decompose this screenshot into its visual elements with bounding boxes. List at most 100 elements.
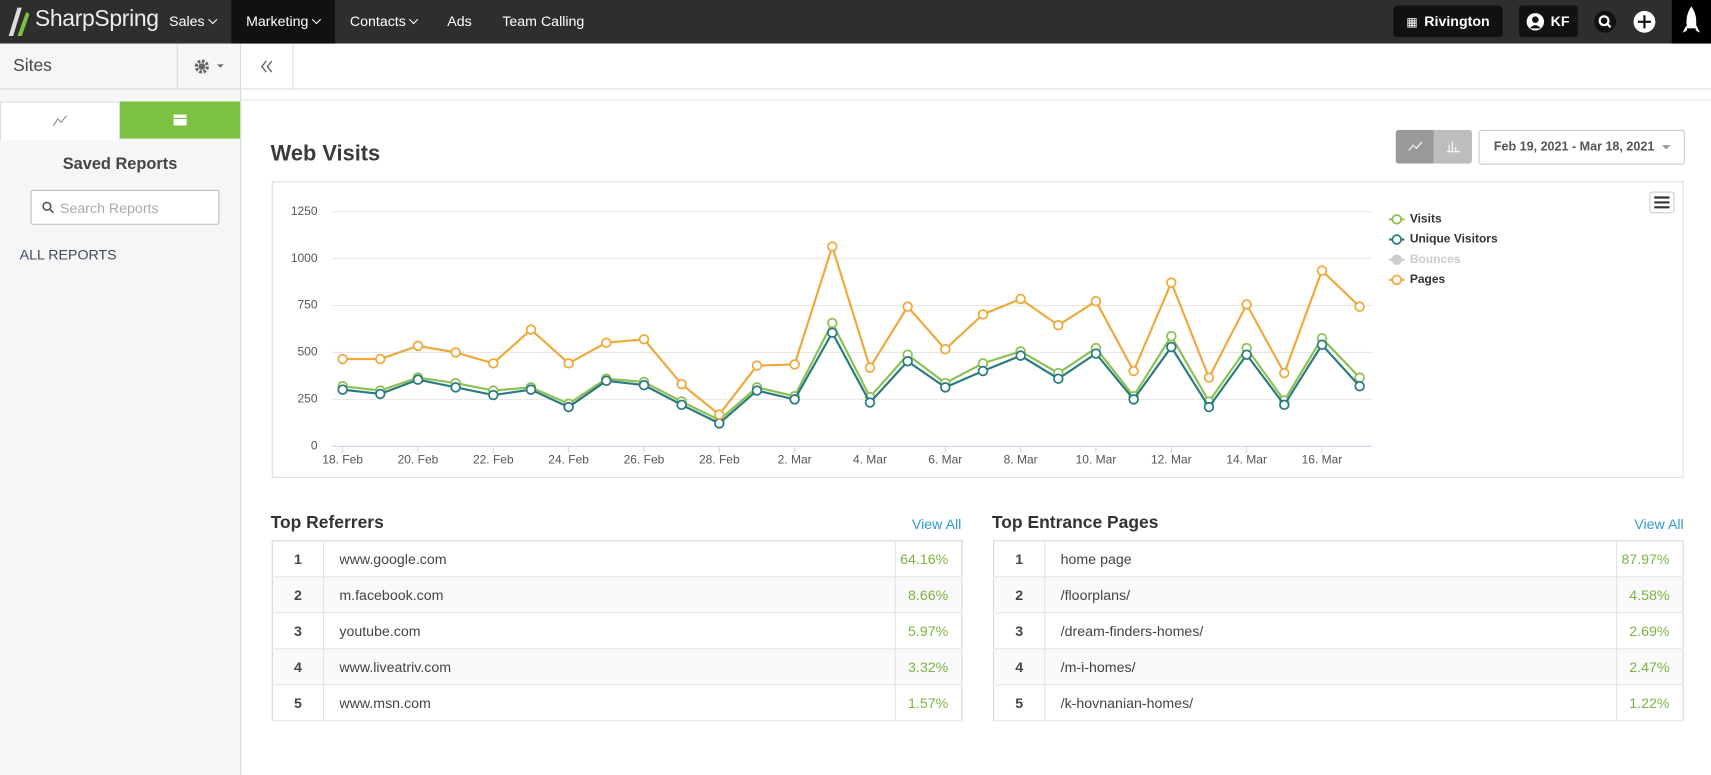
y-tick-label: 500 bbox=[298, 345, 318, 359]
point bbox=[563, 401, 574, 413]
point bbox=[1279, 399, 1290, 411]
point bbox=[1166, 330, 1177, 342]
legend-marker bbox=[1391, 254, 1402, 265]
chart-menu[interactable] bbox=[1649, 191, 1675, 214]
table-row: 5 www.msn.com 1.57% bbox=[272, 684, 962, 722]
cell-name: /floorplans/ bbox=[1044, 576, 1618, 614]
launch-button[interactable] bbox=[1671, 0, 1711, 44]
y-tick-label: 250 bbox=[298, 392, 318, 406]
cell-pct: 1.22% bbox=[1616, 684, 1684, 722]
x-tick-label: 12. Mar bbox=[1151, 453, 1192, 467]
point bbox=[1090, 295, 1102, 307]
point bbox=[751, 385, 763, 396]
nav-item[interactable]: Ads bbox=[432, 0, 487, 44]
search-icon[interactable] bbox=[1593, 10, 1617, 34]
cell-rank: 1 bbox=[993, 540, 1046, 578]
point bbox=[1203, 401, 1215, 413]
x-tick-label: 22. Feb bbox=[473, 453, 514, 467]
x-tick-label: 28. Feb bbox=[699, 453, 740, 467]
legend-marker bbox=[1391, 214, 1402, 225]
date-range-picker[interactable]: Feb 19, 2021 - Mar 18, 2021 bbox=[1478, 129, 1685, 165]
point bbox=[751, 360, 763, 371]
settings-menu[interactable] bbox=[176, 43, 241, 89]
point bbox=[1053, 373, 1064, 384]
account-button[interactable]: ▦ Rivington bbox=[1393, 5, 1503, 38]
rocket-icon bbox=[1682, 6, 1701, 33]
nav-item[interactable]: Contacts bbox=[335, 0, 432, 44]
cell-pct: 87.97% bbox=[1616, 540, 1684, 578]
user-button[interactable]: KF bbox=[1518, 5, 1578, 38]
point bbox=[1241, 349, 1252, 360]
chart-tab-icon bbox=[53, 115, 67, 126]
cell-name: www.google.com bbox=[323, 540, 896, 578]
x-tick-label: 18. Feb bbox=[322, 453, 363, 467]
point bbox=[864, 397, 876, 408]
nav-label: Sales bbox=[169, 13, 205, 30]
x-tick-label: 26. Feb bbox=[624, 453, 665, 467]
x-tick-label: 2. Mar bbox=[778, 453, 812, 467]
point bbox=[1166, 277, 1177, 288]
point bbox=[601, 337, 612, 348]
line-view-button[interactable] bbox=[1395, 129, 1434, 164]
point bbox=[1128, 365, 1139, 377]
y-tick-label: 1000 bbox=[291, 251, 318, 265]
point bbox=[864, 362, 876, 373]
charts-tab[interactable] bbox=[0, 101, 121, 140]
point bbox=[676, 378, 687, 390]
point bbox=[902, 356, 913, 367]
cell-name: m.facebook.com bbox=[323, 576, 896, 614]
table-row: 2 m.facebook.com 8.66% bbox=[272, 576, 962, 614]
point bbox=[1354, 372, 1365, 383]
cell-rank: 5 bbox=[993, 684, 1046, 722]
bar-view-button[interactable] bbox=[1433, 129, 1473, 164]
nav-item[interactable]: Marketing bbox=[230, 0, 335, 44]
cell-pct: 1.57% bbox=[895, 684, 962, 722]
add-icon[interactable] bbox=[1632, 10, 1656, 34]
x-tick-label: 6. Mar bbox=[928, 453, 962, 467]
nav-item[interactable]: Team Calling bbox=[487, 0, 600, 44]
table-row: 4/m-i-homes/2.47% bbox=[993, 648, 1684, 686]
point bbox=[525, 324, 537, 335]
cell-rank: 5 bbox=[272, 684, 325, 722]
entrance-pages-table: 1 home page 87.97% 2/floorplans/4.58% 3/drea… bbox=[992, 540, 1684, 722]
entrance-pages-view-all[interactable]: View All bbox=[1634, 516, 1684, 533]
point bbox=[827, 317, 838, 329]
y-tick-label: 0 bbox=[311, 438, 318, 452]
legend-label: Unique Visitors bbox=[1410, 232, 1498, 246]
page-title: Web Visits bbox=[270, 141, 381, 166]
table-row: 2/floorplans/4.58% bbox=[993, 576, 1684, 614]
point bbox=[940, 382, 951, 393]
series-line bbox=[342, 320, 1361, 422]
nav-caret bbox=[207, 15, 217, 25]
cell-rank: 4 bbox=[272, 648, 325, 686]
point bbox=[789, 394, 800, 405]
cell-pct: 4.58% bbox=[1616, 576, 1684, 614]
entrance-pages-title: Top Entrance Pages bbox=[991, 513, 1159, 533]
point bbox=[450, 347, 461, 358]
legend-marker bbox=[1391, 274, 1402, 286]
collapse-button[interactable] bbox=[241, 43, 294, 89]
point bbox=[337, 353, 348, 365]
top-nav: SharpSpring Sales Marketing Contacts Ads Tea… bbox=[0, 0, 1711, 44]
point bbox=[676, 399, 687, 411]
calendar-tab[interactable] bbox=[120, 101, 241, 139]
referrers-view-all[interactable]: View All bbox=[911, 516, 962, 533]
nav-items: Sales Marketing Contacts Ads Team Calling bbox=[154, 0, 600, 44]
nav-label: Ads bbox=[447, 13, 472, 30]
cell-name: www.liveatriv.com bbox=[323, 648, 896, 686]
point bbox=[1316, 265, 1328, 276]
point bbox=[1015, 350, 1026, 361]
search-input[interactable]: Search Reports bbox=[30, 189, 220, 225]
point bbox=[563, 358, 574, 369]
cell-name: home page bbox=[1044, 540, 1618, 578]
cell-pct: 5.97% bbox=[895, 612, 962, 650]
sidebar-title: Sites bbox=[13, 56, 52, 76]
nav-item[interactable]: Sales bbox=[154, 0, 231, 44]
all-reports-link[interactable]: ALL REPORTS bbox=[19, 246, 117, 263]
date-range: Feb 19, 2021 - Mar 18, 2021 bbox=[1493, 140, 1655, 154]
table-row: 1 www.google.com 64.16% bbox=[272, 540, 962, 578]
point bbox=[1203, 372, 1215, 383]
cell-rank: 2 bbox=[993, 576, 1046, 614]
cell-rank: 2 bbox=[272, 576, 325, 614]
